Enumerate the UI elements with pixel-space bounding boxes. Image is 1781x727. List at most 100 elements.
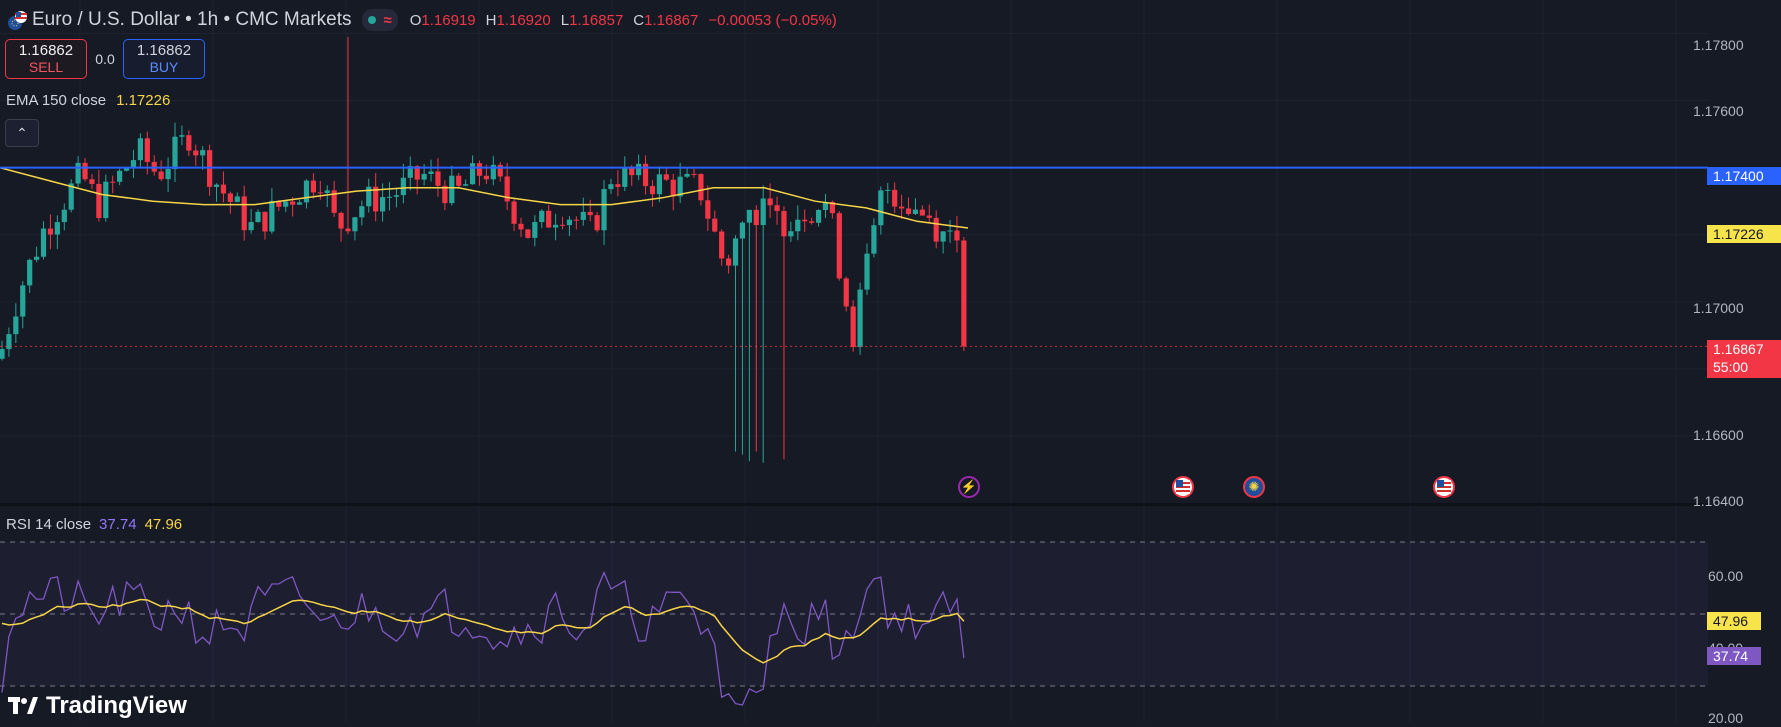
sell-button[interactable]: 1.16862 SELL bbox=[5, 39, 87, 79]
candle-body bbox=[601, 189, 607, 231]
candle-body bbox=[954, 230, 960, 241]
candle-body bbox=[290, 201, 296, 205]
hline-price-tag: 1.17400 bbox=[1707, 167, 1781, 185]
candle-body bbox=[255, 211, 261, 223]
candle-body bbox=[421, 173, 427, 180]
candle-body bbox=[843, 278, 849, 307]
candle-body bbox=[504, 176, 510, 202]
candle-body bbox=[781, 210, 787, 237]
candle-body bbox=[262, 211, 268, 232]
pane-divider bbox=[0, 503, 1781, 506]
rsi-axis-label: 60.00 bbox=[1708, 568, 1744, 584]
candle-body bbox=[511, 201, 517, 224]
eu-flag-icon[interactable]: ✺ bbox=[1243, 476, 1265, 498]
trade-panel: 1.16862 SELL 0.0 1.16862 BUY bbox=[5, 39, 205, 79]
candle-body bbox=[241, 196, 247, 231]
rsi-name: RSI 14 close bbox=[6, 516, 92, 533]
candle-body bbox=[47, 228, 54, 235]
candle-body bbox=[559, 224, 566, 226]
candle-body bbox=[34, 256, 40, 260]
candle-body bbox=[919, 209, 925, 216]
candle-body bbox=[670, 179, 676, 197]
price-axis-label: 1.16400 bbox=[1693, 493, 1744, 509]
candle-body bbox=[760, 198, 766, 226]
candle-body bbox=[885, 189, 891, 191]
candle-body bbox=[137, 138, 143, 161]
candle-body bbox=[393, 195, 400, 197]
candle-body bbox=[705, 200, 711, 219]
buy-label: BUY bbox=[149, 59, 179, 75]
candle-body bbox=[331, 190, 337, 213]
candle-body bbox=[490, 164, 496, 180]
candle-body bbox=[110, 181, 116, 183]
low-label: L bbox=[560, 11, 570, 29]
ema-line bbox=[0, 166, 969, 229]
last-price-tag: 1.16867 55:00 bbox=[1707, 340, 1781, 378]
candle-body bbox=[698, 174, 704, 201]
ema-name: EMA 150 close bbox=[6, 92, 107, 109]
candle-body bbox=[179, 135, 185, 137]
tradingview-logo-icon bbox=[8, 697, 38, 714]
candle-body bbox=[234, 196, 240, 202]
candle-body bbox=[476, 163, 483, 176]
rsi-legend[interactable]: RSI 14 close 37.74 47.96 bbox=[6, 516, 182, 533]
candle-body bbox=[594, 215, 600, 231]
candle-body bbox=[20, 285, 26, 317]
candle-body bbox=[615, 184, 621, 187]
candle-body bbox=[407, 166, 413, 178]
lightning-icon[interactable]: ⚡ bbox=[958, 476, 980, 498]
candle-body bbox=[345, 228, 351, 232]
candle-body bbox=[96, 183, 102, 219]
candle-body bbox=[338, 212, 344, 229]
us-flag-icon[interactable] bbox=[1172, 476, 1194, 498]
candle-body bbox=[248, 222, 254, 231]
price-axis-label: 1.17800 bbox=[1693, 37, 1744, 53]
candle-body bbox=[739, 222, 746, 239]
symbol-title[interactable]: Euro / U.S. Dollar • 1h • CMC Markets bbox=[32, 9, 352, 30]
candle-body bbox=[442, 185, 448, 204]
candle-body bbox=[117, 170, 123, 182]
candle-body bbox=[677, 176, 683, 197]
candle-body bbox=[373, 186, 379, 212]
candle-body bbox=[746, 209, 752, 223]
candle-body bbox=[165, 169, 171, 180]
candle-body bbox=[566, 219, 573, 226]
eur-usd-flag-icon bbox=[6, 9, 28, 31]
candle-body bbox=[933, 217, 939, 242]
rsi-ma-value: 47.96 bbox=[144, 516, 183, 533]
candle-body bbox=[899, 206, 905, 209]
candle-body bbox=[463, 184, 469, 186]
candle-body bbox=[587, 211, 593, 216]
candle-body bbox=[871, 225, 877, 254]
candle-body bbox=[608, 184, 614, 190]
candle-body bbox=[269, 200, 275, 232]
change-value: −0.00053 (−0.05%) bbox=[708, 11, 837, 29]
tradingview-logo[interactable]: TradingView bbox=[8, 692, 187, 720]
candle-body bbox=[691, 173, 697, 175]
candle-body bbox=[414, 166, 420, 180]
candle-body bbox=[54, 222, 60, 235]
market-status[interactable]: ≈ bbox=[361, 9, 398, 31]
rsi-line bbox=[1, 570, 965, 706]
candle-body bbox=[144, 138, 150, 162]
candle-body bbox=[61, 209, 67, 223]
candle-body bbox=[220, 184, 227, 194]
candle-body bbox=[553, 224, 559, 228]
buy-button[interactable]: 1.16862 BUY bbox=[123, 39, 205, 79]
candle-body bbox=[27, 259, 33, 286]
us-flag-icon[interactable] bbox=[1433, 476, 1455, 498]
candle-body bbox=[926, 215, 932, 218]
candle-body bbox=[836, 213, 842, 279]
collapse-legend-button[interactable]: ⌃ bbox=[5, 119, 39, 147]
candle-body bbox=[82, 162, 88, 180]
ema-legend[interactable]: EMA 150 close 1.17226 bbox=[6, 92, 170, 109]
candle-body bbox=[712, 218, 718, 232]
candle-body bbox=[158, 171, 164, 180]
candle-body bbox=[753, 209, 759, 226]
candle-body bbox=[380, 197, 386, 212]
price-axis-label: 1.17000 bbox=[1693, 300, 1744, 316]
candle-body bbox=[539, 210, 545, 223]
candle-body bbox=[428, 171, 434, 174]
